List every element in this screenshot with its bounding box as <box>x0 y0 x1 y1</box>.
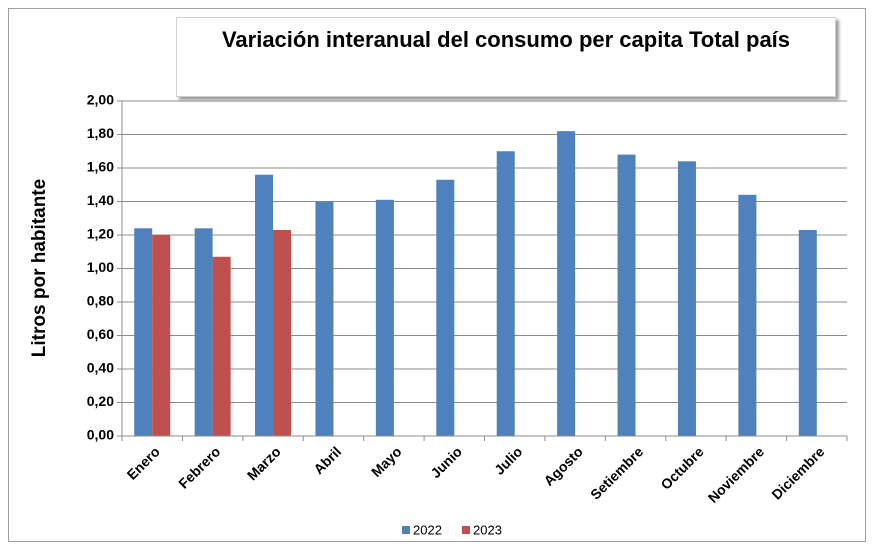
bar <box>273 229 292 436</box>
bar <box>738 194 757 436</box>
y-tick-label: 0,00 <box>87 427 114 443</box>
chart-title: Variación interanual del consumo per cap… <box>176 17 836 97</box>
bar <box>152 235 171 436</box>
bar <box>315 201 334 436</box>
y-tick-label: 0,80 <box>87 293 114 309</box>
y-tick-label: 1,20 <box>87 226 114 242</box>
bar <box>617 154 636 436</box>
y-tick-label: 1,40 <box>87 192 114 208</box>
bar <box>557 131 576 436</box>
legend-swatch <box>402 526 410 534</box>
bar <box>255 174 274 436</box>
bar <box>194 228 213 436</box>
y-tick-label: 0,20 <box>87 393 114 409</box>
bar <box>436 179 455 436</box>
bar <box>798 229 817 436</box>
y-tick-label: 0,60 <box>87 326 114 342</box>
y-axis-label: Litros por habitante <box>29 179 50 357</box>
y-tick-label: 0,40 <box>87 360 114 376</box>
bar <box>134 228 153 436</box>
y-tick-label: 1,60 <box>87 159 114 175</box>
bar <box>496 151 515 436</box>
legend-label: 2023 <box>473 522 502 537</box>
y-tick-label: 2,00 <box>87 92 114 108</box>
bar <box>375 199 394 436</box>
bar <box>212 256 231 436</box>
y-tick-label: 1,80 <box>87 125 114 141</box>
y-tick-label: 1,00 <box>87 259 114 275</box>
legend-swatch <box>462 526 470 534</box>
bar <box>677 161 696 437</box>
legend-label: 2022 <box>413 522 442 537</box>
